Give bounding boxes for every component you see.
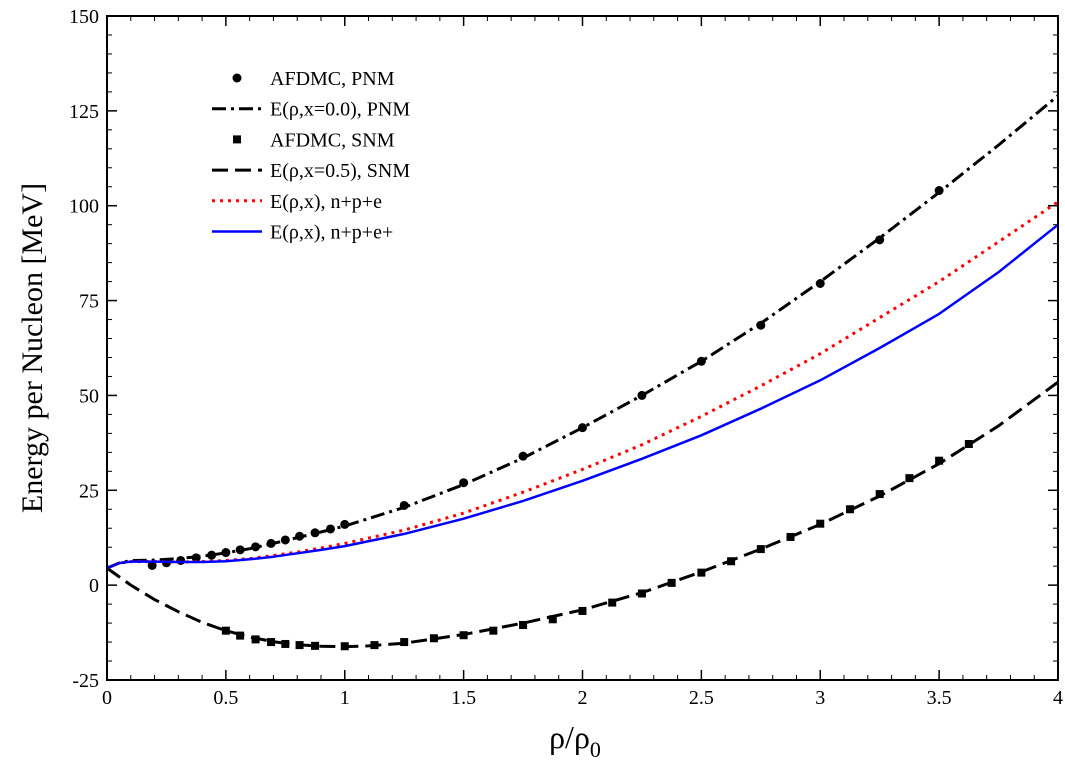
x-axis-title-subscript: 0: [590, 737, 601, 762]
data-point: [548, 615, 557, 624]
data-point: [400, 638, 409, 647]
legend-label: E(ρ,x), n+p+e: [270, 191, 382, 213]
legend-swatch: [232, 73, 242, 83]
legend-swatch: [233, 135, 241, 144]
series-line-e-x-0-0-pnm: [107, 94, 1058, 570]
data-point: [905, 474, 914, 483]
x-axis-title: ρ/ρ0: [549, 719, 601, 762]
y-tick-label: 100: [69, 196, 99, 218]
data-point: [875, 235, 885, 245]
x-tick-label: 3.5: [927, 687, 952, 709]
y-tick-label: 50: [79, 385, 99, 407]
legend: AFDMC, PNM E(ρ,x=0.0), PNM AFDMC, SNM E(ρ,x…: [212, 68, 410, 244]
legend-item-afdmc-snm: AFDMC, SNM: [233, 129, 395, 151]
legend-item-afdmc-pnm: AFDMC, PNM: [232, 68, 395, 90]
x-axis-title-main: ρ/ρ: [549, 719, 590, 755]
legend-item-e-x-n-p-e: E(ρ,x), n+p+e+: [212, 222, 393, 244]
plot-frame: [106, 15, 1059, 681]
x-tick-label: 0: [102, 687, 112, 709]
series-layer: [107, 94, 1058, 651]
axis-ticks: [106, 15, 1059, 681]
x-tick-label: 2: [578, 687, 588, 709]
legend-item-e-x-0-5-snm: E(ρ,x=0.5), SNM: [212, 160, 410, 182]
x-tick-label: 1.5: [451, 687, 476, 709]
data-point: [519, 620, 528, 629]
series-line-e-x-n-p-e: [107, 223, 1058, 570]
legend-label: E(ρ,x=0.0), PNM: [270, 99, 410, 121]
data-point: [147, 560, 157, 570]
legend-label: E(ρ,x=0.5), SNM: [270, 160, 410, 182]
legend-label: AFDMC, SNM: [270, 129, 395, 151]
legend-label: AFDMC, PNM: [270, 68, 395, 90]
x-tick-label: 2.5: [689, 687, 714, 709]
data-point: [221, 626, 230, 635]
data-point: [875, 490, 884, 499]
x-tick-label: 1: [340, 687, 350, 709]
data-point: [756, 545, 765, 554]
x-tick-label: 0.5: [213, 687, 238, 709]
y-tick-label: -25: [72, 670, 99, 692]
x-tick-label: 3: [815, 687, 825, 709]
y-tick-label: 150: [69, 6, 99, 28]
y-axis-title: Energy per Nucleon [MeV]: [16, 183, 49, 513]
legend-item-e-x-n-p-e: E(ρ,x), n+p+e: [212, 191, 382, 213]
series-afdmc-snm: [221, 439, 973, 651]
y-tick-label: 125: [69, 101, 99, 123]
data-point: [207, 550, 217, 560]
x-tick-label: 4: [1053, 687, 1063, 709]
y-tick-label: 75: [79, 291, 99, 313]
data-point: [935, 456, 944, 465]
series-line-e-x-0-5-snm: [107, 380, 1058, 649]
y-tick-label: 25: [79, 480, 99, 502]
legend-item-e-x-0-0-pnm: E(ρ,x=0.0), PNM: [212, 99, 410, 121]
data-point: [815, 278, 825, 288]
series-line-e-x-n-p-e: [107, 200, 1058, 570]
data-point: [489, 626, 498, 635]
y-tick-label: 0: [89, 575, 99, 597]
data-point: [267, 638, 276, 647]
legend-label: E(ρ,x), n+p+e+: [270, 222, 393, 244]
data-point: [964, 439, 973, 448]
data-point: [608, 598, 617, 607]
data-point: [311, 641, 320, 650]
